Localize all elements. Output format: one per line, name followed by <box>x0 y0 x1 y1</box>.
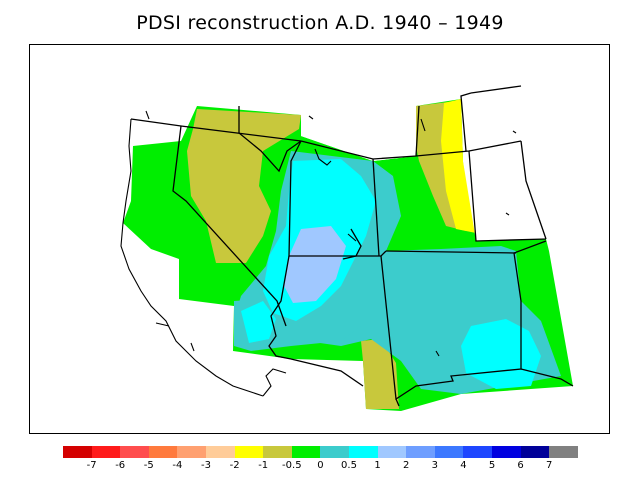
legend-swatch <box>549 446 578 458</box>
legend-swatch <box>63 446 92 458</box>
no-data-north <box>301 106 416 161</box>
legend-swatch <box>463 446 492 458</box>
map-title: PDSI reconstruction A.D. 1940 – 1949 <box>136 12 504 34</box>
legend-tick-label: 6 <box>517 460 524 471</box>
legend-tick-label: 3 <box>431 460 438 471</box>
legend-swatches <box>63 446 578 458</box>
legend-tick-label: -6 <box>115 460 126 471</box>
pdsi-region-olive-west <box>187 109 301 263</box>
legend-swatch <box>91 446 121 458</box>
legend-tick-label: 2 <box>403 460 410 471</box>
legend-swatch <box>205 446 235 458</box>
legend-tick-label: 7 <box>546 460 553 471</box>
legend-tick-label: -4 <box>172 460 183 471</box>
pdsi-region-olive-south <box>361 339 399 409</box>
legend-swatch <box>348 446 378 458</box>
pdsi-region-cyan-sw <box>241 301 276 343</box>
pdsi-region-yellow <box>441 99 476 233</box>
legend-tick-label: 4 <box>460 460 467 471</box>
legend-swatch <box>434 446 464 458</box>
coastline <box>120 118 287 397</box>
pdsi-region-lightblue <box>284 226 346 303</box>
legend-tick-label: 1 <box>374 460 381 471</box>
legend-swatch <box>520 446 550 458</box>
legend-tick-label: -5 <box>143 460 154 471</box>
legend-swatch <box>377 446 407 458</box>
legend-swatch <box>148 446 178 458</box>
state-boundaries <box>130 85 574 407</box>
legend-swatch <box>263 446 292 458</box>
legend-swatch <box>234 446 264 458</box>
no-data-east <box>463 99 546 241</box>
legend-tick-label: -2 <box>229 460 240 471</box>
legend-tick-label: -1 <box>258 460 269 471</box>
map-frame <box>29 44 610 434</box>
legend-swatch <box>491 446 521 458</box>
color-legend: -7 -6 -5 -4 -3 -2 -1 -0.5 0 0.5 1 2 3 4 5 6 7 <box>63 446 578 476</box>
legend-tick-label: 0.5 <box>341 460 357 471</box>
legend-swatch <box>120 446 149 458</box>
legend-tick-label: 0 <box>317 460 324 471</box>
legend-swatch <box>406 446 435 458</box>
legend-swatch <box>291 446 321 458</box>
lakes <box>145 110 517 357</box>
legend-swatch <box>320 446 349 458</box>
legend-tick-label: 5 <box>488 460 496 471</box>
legend-tick-label: -0.5 <box>282 460 302 471</box>
legend-swatch <box>177 446 206 458</box>
legend-tick-label: -3 <box>201 460 211 471</box>
legend-tick-label: -7 <box>86 460 97 471</box>
pdsi-map <box>120 85 574 411</box>
